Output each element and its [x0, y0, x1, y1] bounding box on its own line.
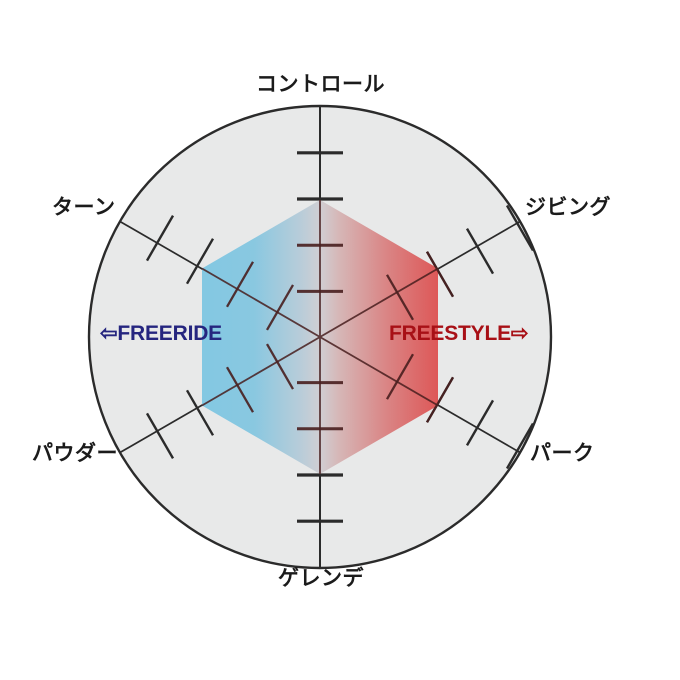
axis-label-control: コントロール	[256, 73, 385, 96]
axis-overlay-diagonal-b	[201, 267, 439, 407]
axis-label-turn: ターン	[52, 196, 116, 219]
axis-label-park: パーク	[530, 442, 595, 465]
tick-mark	[505, 422, 535, 470]
annotation-freestyle: FREESTYLE⇨	[389, 322, 529, 345]
tick-mark	[266, 284, 294, 331]
annotation-freeride: ⇦FREERIDE	[100, 322, 222, 345]
axis-label-jibbing: ジビング	[525, 196, 611, 219]
tick-mark	[426, 251, 454, 298]
tick-mark	[185, 389, 215, 436]
tick-mark	[465, 399, 495, 447]
tick-mark	[226, 261, 254, 308]
tick-mark	[185, 238, 215, 285]
axis-label-gelande: ゲレンデ	[278, 567, 364, 590]
tick-mark	[386, 274, 414, 321]
tick-mark	[226, 366, 254, 413]
tick-mark	[145, 412, 175, 460]
axis-ticks-overlay-diagonals	[226, 251, 454, 423]
tick-mark	[505, 204, 535, 252]
tick-mark	[145, 214, 175, 262]
tick-mark	[426, 376, 454, 423]
tick-mark	[465, 227, 495, 275]
tick-mark	[386, 353, 414, 400]
tick-mark	[266, 343, 294, 390]
axis-label-powder: パウダー	[32, 442, 118, 465]
axis-ticks-overlay	[297, 243, 343, 431]
